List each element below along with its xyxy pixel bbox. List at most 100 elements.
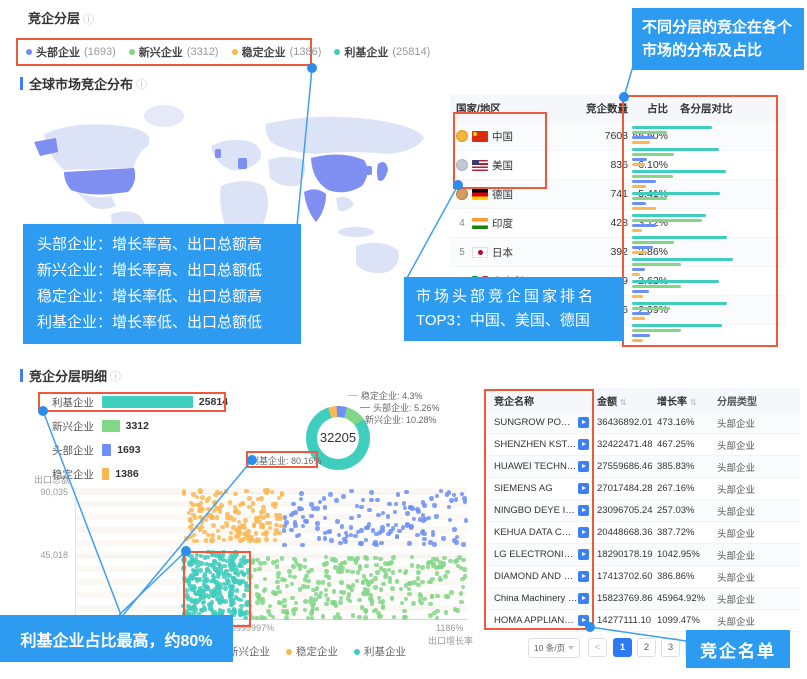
scatter-point — [338, 600, 343, 605]
scatter-point — [256, 538, 262, 543]
scatter-point — [260, 597, 266, 602]
scatter-point — [209, 600, 215, 605]
table-row[interactable]: SUNGROW POWER SUPPLY CO L... 36436892.01 4… — [487, 412, 800, 434]
company-link-icon[interactable] — [578, 483, 589, 494]
col-amount[interactable]: 金额 ⇅ — [597, 396, 627, 408]
company-link-icon[interactable] — [578, 571, 589, 582]
company-link-icon[interactable] — [578, 461, 589, 472]
scatter-point — [337, 615, 342, 621]
table-row[interactable]: HOMA APPLIANCES CO LTD 14277111.10 1099.47… — [487, 610, 800, 632]
layer-compare-bars — [632, 124, 772, 344]
y-tick: 45,018 — [40, 550, 68, 560]
scatter-point — [449, 498, 454, 503]
scatter-point — [454, 558, 460, 563]
legend-item-niche[interactable]: 利基企业 — [354, 644, 406, 659]
sort-icon[interactable]: ⇅ — [620, 397, 627, 407]
scatter-point — [390, 526, 396, 531]
table-row[interactable]: China Machinery Engineering Cor... 158237… — [487, 588, 800, 610]
company-link-icon[interactable] — [578, 615, 589, 626]
scatter-point — [277, 513, 282, 518]
bar-row[interactable]: 新兴企业 3312 — [38, 414, 278, 438]
scatter-point — [332, 615, 338, 620]
legend-item-stable[interactable]: 稳定企业 (1386) — [231, 44, 321, 60]
table-row[interactable]: NINGBO DEYE INVERTER TECHN... 23096705.24… — [487, 500, 800, 522]
scatter-point — [340, 565, 346, 571]
scatter-point — [373, 585, 378, 590]
info-icon[interactable]: ⓘ — [136, 78, 148, 91]
company-link-icon[interactable] — [578, 505, 589, 516]
scatter-point — [427, 559, 432, 565]
scatter-point — [328, 492, 333, 497]
legend-item-emerging[interactable]: 新兴企业 (3312) — [128, 44, 219, 60]
scatter-point — [300, 514, 306, 520]
scatter-point — [259, 496, 264, 501]
table-row[interactable]: KEHUA DATA CO LTD 20448668.36 387.72% 头部企业 — [487, 522, 800, 544]
prev-page-button[interactable]: < — [588, 638, 607, 657]
company-link-icon[interactable] — [578, 549, 589, 560]
country-count: 392 — [610, 246, 628, 258]
sort-icon[interactable]: ⇅ — [690, 397, 697, 407]
table-row[interactable]: DIAMOND AND ZEBRA ELECTRIC... 17413702.60… — [487, 566, 800, 588]
info-icon[interactable]: ⓘ — [110, 370, 122, 383]
mini-bar — [632, 219, 702, 222]
scatter-point — [437, 575, 443, 581]
scatter-point — [253, 531, 259, 536]
page-button-2[interactable]: 2 — [637, 638, 656, 657]
bar-row[interactable]: 稳定企业 1386 — [38, 462, 278, 486]
mini-bar — [632, 273, 641, 276]
scatter-point — [251, 523, 257, 528]
scatter-point — [229, 599, 234, 604]
scatter-point — [372, 541, 377, 547]
scatter-legend: 头部企业 新兴企业 稳定企业 利基企业 — [150, 644, 406, 659]
col-growth[interactable]: 增长率 ⇅ — [657, 396, 697, 408]
bar — [102, 468, 110, 480]
flag-de-icon — [472, 188, 488, 200]
layer-type: 头部企业 — [717, 550, 756, 562]
scatter-point — [430, 532, 436, 538]
table-row[interactable]: LG ELECTRONICS INC 18290178.19 1042.95% 头部企… — [487, 544, 800, 566]
scatter-point — [261, 531, 266, 537]
legend-item-niche[interactable]: 利基企业 (25814) — [334, 44, 430, 60]
company-link-icon[interactable] — [578, 593, 589, 604]
table-row[interactable]: 5 日本 392 2.86% — [450, 238, 786, 267]
scatter-point — [315, 526, 320, 531]
scatter-point — [393, 501, 399, 507]
scatter-point — [300, 542, 305, 548]
scatter-point — [336, 532, 342, 538]
scatter-point — [298, 496, 304, 501]
scatter-point — [293, 523, 298, 528]
company-link-icon[interactable] — [578, 417, 589, 428]
company-link-icon[interactable] — [578, 527, 589, 538]
country-bar-group — [632, 256, 772, 278]
scatter-point — [261, 505, 266, 510]
page-size-select[interactable]: 10 条/页 — [528, 638, 580, 658]
bar-label: 利基企业 — [52, 396, 94, 409]
layer-type: 头部企业 — [717, 572, 756, 584]
scatter-point — [446, 504, 452, 510]
scatter-point — [282, 515, 288, 520]
scatter-point — [201, 605, 207, 610]
legend-item-stable[interactable]: 稳定企业 — [286, 644, 338, 659]
table-row[interactable]: HUAWEI TECHNOLOGIES CO LTD 27559686.46 385… — [487, 456, 800, 478]
scatter-point — [447, 517, 453, 523]
scatter-point — [423, 516, 428, 522]
page-button-1[interactable]: 1 — [613, 638, 632, 657]
page-button-3[interactable]: 3 — [661, 638, 680, 657]
scatter-point — [362, 587, 368, 592]
company-link-icon[interactable] — [578, 439, 589, 450]
scatter-point — [375, 497, 380, 503]
scatter-point — [296, 532, 302, 538]
scatter-point — [244, 488, 249, 494]
info-icon[interactable]: ⓘ — [83, 14, 95, 26]
growth: 386.86% — [657, 571, 695, 582]
mini-bar — [632, 268, 645, 271]
table-row[interactable]: SIEMENS AG 27017484.28 267.16% 头部企业 — [487, 478, 800, 500]
bar-row[interactable]: 利基企业 25814 — [38, 390, 278, 414]
scatter-point — [227, 500, 233, 505]
legend-item-head[interactable]: 头部企业 (1693) — [26, 44, 116, 60]
scatter-point — [249, 615, 254, 620]
bar-row[interactable]: 头部企业 1693 — [38, 438, 278, 462]
table-row[interactable]: SHENZHEN KSTAR SCIENCE AND... 32422471.48… — [487, 434, 800, 456]
scatter-point — [380, 525, 385, 530]
scatter-point — [428, 540, 433, 545]
